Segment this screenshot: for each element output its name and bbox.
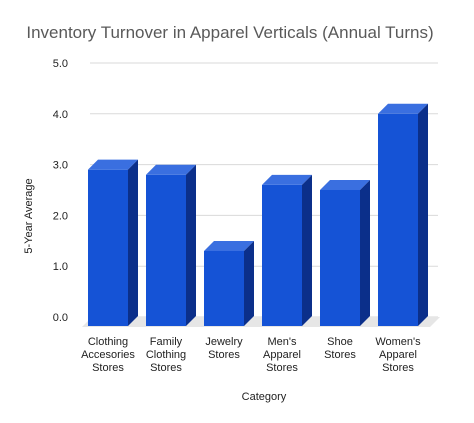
y-axis-tick-labels: 0.0 1.0 2.0 3.0 4.0 5.0 — [53, 58, 68, 324]
bar-side-face — [128, 159, 138, 326]
y-tick-label: 5.0 — [53, 58, 68, 70]
bar — [88, 159, 138, 326]
bar-top-face — [146, 164, 196, 175]
bar-top-face — [262, 174, 312, 185]
bar — [378, 103, 428, 326]
bar-side-face — [418, 103, 428, 326]
y-tick-label: 0.0 — [53, 312, 68, 324]
bar-front-face — [378, 113, 418, 326]
bar-top-face — [378, 103, 428, 114]
y-tick-label: 3.0 — [53, 160, 68, 172]
bar-front-face — [146, 174, 186, 326]
x-category-label: Jewelry Stores — [205, 336, 243, 361]
bar-side-face — [360, 180, 370, 326]
x-category-label: Clothing Accesories Stores — [81, 336, 135, 374]
bar-top-face — [88, 159, 138, 170]
bar — [262, 174, 312, 326]
x-axis-category-labels: Clothing Accesories Stores Family Clothing St… — [81, 336, 421, 374]
bar-top-face — [320, 180, 370, 190]
x-category-label: Women's Apparel Stores — [375, 336, 421, 374]
x-axis-title: Category — [242, 391, 287, 403]
bar-top-face — [204, 240, 254, 251]
y-tick-label: 4.0 — [53, 109, 68, 121]
bar — [204, 240, 254, 326]
bar — [320, 180, 370, 326]
bars — [88, 103, 428, 326]
bar-side-face — [244, 240, 254, 326]
bar-front-face — [262, 184, 302, 326]
bar-side-face — [302, 174, 312, 326]
y-tick-label: 1.0 — [53, 261, 68, 273]
bar — [146, 164, 196, 326]
bar-front-face — [320, 190, 360, 326]
y-axis-title: 5-Year Average — [23, 178, 35, 253]
bar-side-face — [186, 164, 196, 326]
y-tick-label: 2.0 — [53, 210, 68, 222]
bar-front-face — [204, 250, 244, 326]
x-category-label: Shoe Stores — [324, 336, 356, 361]
x-category-label: Family Clothing Stores — [146, 336, 186, 374]
x-category-label: Men's Apparel Stores — [263, 336, 301, 374]
bar-front-face — [88, 169, 128, 326]
chart-title: Inventory Turnover in Apparel Verticals … — [26, 23, 433, 42]
